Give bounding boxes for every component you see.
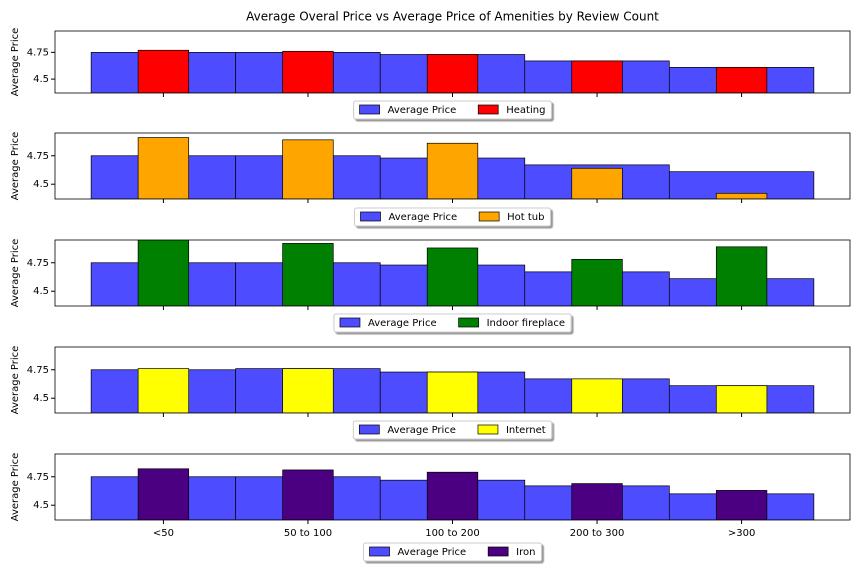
- bar: [137, 240, 190, 306]
- bar: [571, 378, 623, 413]
- bar: [137, 49, 190, 93]
- legend: Average Price Heating: [353, 100, 552, 120]
- y-tick-label: 4.5: [33, 179, 49, 190]
- legend-label: Heating: [506, 105, 545, 116]
- x-tick-label: >300: [728, 528, 755, 539]
- plot-area: [90, 468, 815, 520]
- bar: [715, 192, 768, 199]
- bar: [715, 385, 768, 413]
- legend: Average Price Internet: [352, 420, 553, 440]
- legend-label: Average Price: [398, 547, 467, 558]
- legend-swatch: [487, 546, 509, 557]
- plot-area: [90, 368, 815, 413]
- bar: [571, 167, 623, 199]
- y-axis-label: Average Price: [10, 132, 21, 201]
- y-axis-label: Average Price: [10, 346, 21, 415]
- y-tick-label: 4.5: [33, 286, 49, 297]
- y-tick-label: 4.75: [27, 151, 49, 162]
- bar: [137, 137, 190, 199]
- bar: [715, 246, 768, 306]
- y-axis-label: Average Price: [10, 453, 21, 522]
- bar: [571, 483, 623, 520]
- bar: [426, 371, 479, 413]
- bar: [571, 258, 623, 306]
- plot-area: [90, 240, 815, 306]
- x-tick-label: 200 to 300: [570, 528, 625, 539]
- legend-swatch: [359, 104, 380, 115]
- legend-label: Indoor fireplace: [487, 318, 565, 329]
- legend-swatch: [339, 317, 361, 328]
- legend-label: Internet: [506, 425, 546, 436]
- legend: Average Price Iron: [363, 542, 542, 562]
- x-tick-label: 50 to 100: [284, 528, 332, 539]
- legend: Average Price Indoor fireplace: [333, 313, 572, 333]
- y-axis-label: Average Price: [10, 239, 21, 308]
- y-tick-label: 4.5: [33, 74, 49, 85]
- legend-box: [354, 207, 551, 227]
- legend-label: Hot tub: [507, 212, 544, 223]
- legend-box: [352, 420, 553, 440]
- bar: [426, 247, 479, 306]
- y-tick-label: 4.75: [27, 258, 49, 269]
- x-tick-label: <50: [153, 528, 174, 539]
- plot-area: [90, 137, 815, 199]
- legend-box: [353, 100, 552, 120]
- y-tick-label: 4.75: [27, 472, 49, 483]
- plot-area: [90, 49, 815, 93]
- legend-swatch: [369, 546, 390, 557]
- y-tick-label: 4.75: [27, 365, 49, 376]
- legend-swatch: [477, 104, 499, 115]
- y-tick-label: 4.5: [33, 393, 49, 404]
- legend-swatch: [358, 424, 380, 435]
- legend-swatch: [360, 211, 381, 222]
- bar: [426, 142, 479, 199]
- legend: Average Price Hot tub: [354, 207, 551, 227]
- legend-swatch: [477, 424, 499, 435]
- legend-swatch: [458, 317, 479, 328]
- legend-label: Average Price: [387, 425, 456, 436]
- x-tick-label: 100 to 200: [425, 528, 480, 539]
- bar: [282, 469, 334, 520]
- chart-title: Average Overal Price vs Average Price of…: [246, 10, 659, 24]
- bar: [426, 54, 479, 93]
- bar: [715, 490, 768, 520]
- bar: [282, 139, 334, 199]
- legend-label: Iron: [516, 547, 535, 558]
- bar: [282, 50, 334, 93]
- legend-box: [333, 313, 572, 333]
- bar: [282, 368, 334, 413]
- bar: [137, 468, 190, 520]
- legend-label: Average Price: [389, 212, 458, 223]
- bar: [715, 66, 768, 93]
- y-tick-label: 4.75: [27, 47, 49, 58]
- y-tick-label: 4.5: [33, 500, 49, 511]
- bar: [137, 368, 190, 413]
- y-axis-label: Average Price: [10, 28, 21, 97]
- bar: [426, 471, 479, 520]
- bar: [571, 60, 623, 93]
- legend-swatch: [478, 211, 500, 222]
- bar: [282, 243, 334, 306]
- legend-label: Average Price: [388, 105, 457, 116]
- legend-label: Average Price: [368, 318, 437, 329]
